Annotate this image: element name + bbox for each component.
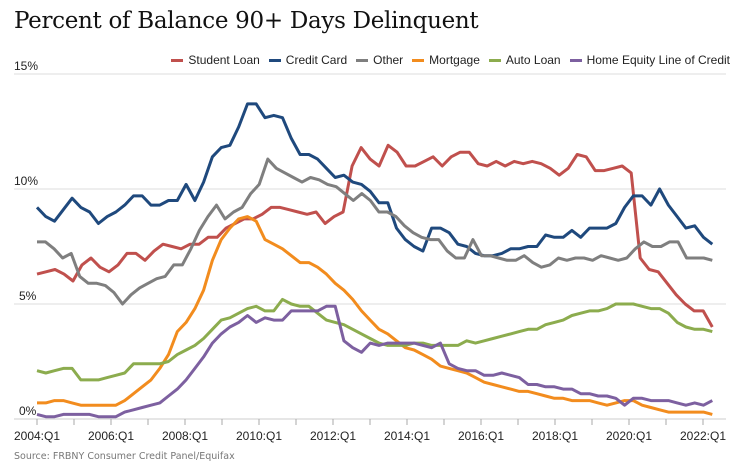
x-tick-label: 2008:Q1 — [162, 429, 208, 443]
x-tick-label: 2016:Q1 — [458, 429, 504, 443]
source-note: Source: FRBNY Consumer Credit Panel/Equi… — [14, 451, 235, 462]
legend-label: Home Equity Line of Credit — [586, 53, 730, 67]
legend-item-mortgage[interactable]: Mortgage — [412, 53, 480, 67]
y-tick-label: 15% — [14, 59, 38, 73]
y-axis: 0% 5% 10% 15% — [14, 59, 38, 418]
legend-swatch — [356, 58, 369, 62]
series-line-home-equity-line-of-credit[interactable] — [36, 304, 713, 419]
y-tick-label: 5% — [19, 289, 37, 303]
legend-swatch — [171, 58, 184, 62]
legend-label: Auto Loan — [505, 53, 561, 67]
series-line-other[interactable] — [37, 157, 713, 306]
legend-label: Other — [373, 53, 404, 67]
series-line-auto-loan[interactable] — [36, 297, 713, 382]
x-tick-label: 2018:Q1 — [532, 429, 578, 443]
legend-label: Mortgage — [429, 53, 480, 67]
x-tick-label: 2004:Q1 — [14, 429, 60, 443]
x-tick-label: 2014:Q1 — [384, 429, 430, 443]
series-lines — [35, 102, 714, 419]
series-line-credit-card[interactable] — [35, 102, 714, 258]
y-tick-label: 0% — [19, 404, 37, 418]
grid-lines — [14, 73, 726, 420]
legend-swatch — [488, 58, 501, 62]
x-tick-label: 2006:Q1 — [88, 429, 134, 443]
legend-item-auto-loan[interactable]: Auto Loan — [488, 53, 561, 67]
legend-item-other[interactable]: Other — [356, 53, 403, 67]
legend-swatch — [268, 58, 281, 62]
legend-swatch — [569, 58, 582, 62]
x-axis: 2004:Q1 2006:Q1 2008:Q1 2010:Q1 2012:Q1 2014:… — [14, 419, 726, 443]
chart-title: Percent of Balance 90+ Days Delinquent — [14, 8, 479, 34]
x-tick-label: 2010:Q1 — [236, 429, 282, 443]
legend-item-heloc[interactable]: Home Equity Line of Credit — [569, 53, 730, 67]
chart-legend: Student Loan Credit Card Other Mortgage … — [171, 53, 730, 67]
legend-item-credit-card[interactable]: Credit Card — [268, 53, 348, 67]
legend-item-student-loan[interactable]: Student Loan — [171, 53, 260, 67]
legend-label: Credit Card — [285, 53, 348, 67]
x-tick-label: 2022:Q1 — [680, 429, 726, 443]
series-line-student-loan[interactable] — [36, 143, 714, 328]
legend-swatch — [412, 58, 425, 62]
legend-label: Student Loan — [188, 53, 260, 67]
y-tick-label: 10% — [14, 174, 38, 188]
x-tick-label: 2020:Q1 — [606, 429, 652, 443]
series-line-mortgage[interactable] — [37, 215, 713, 416]
x-tick-label: 2012:Q1 — [310, 429, 356, 443]
